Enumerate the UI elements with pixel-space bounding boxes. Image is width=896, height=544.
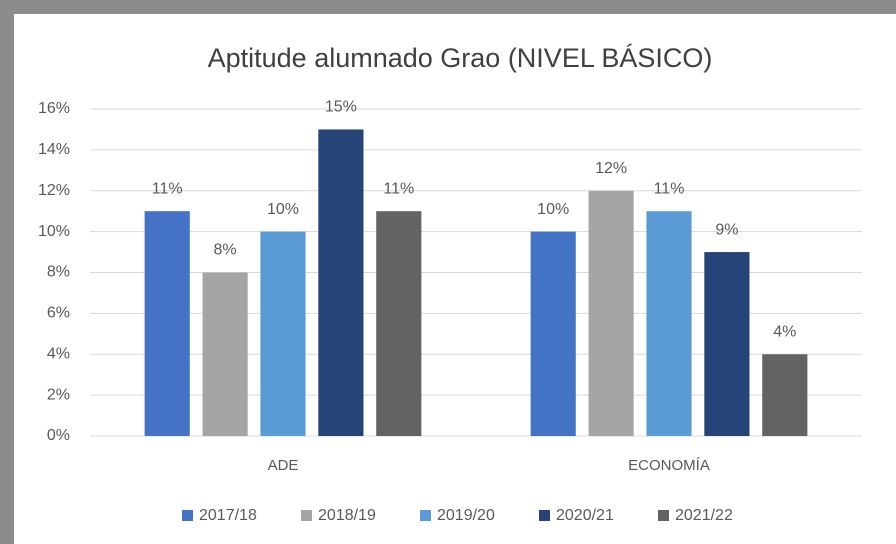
bar [202, 272, 248, 436]
y-tick-label: 16% [38, 100, 70, 117]
bar [144, 211, 190, 436]
value-label: 9% [715, 221, 738, 238]
legend-label: 2020/21 [556, 507, 614, 524]
legend-label: 2018/19 [318, 507, 376, 524]
legend-swatch [301, 510, 312, 521]
bar [318, 129, 364, 436]
value-label: 11% [654, 180, 685, 197]
value-label: 15% [325, 99, 357, 116]
legend-label: 2017/18 [199, 507, 257, 524]
y-tick-label: 0% [47, 427, 70, 444]
value-label: 11% [152, 180, 183, 197]
y-tick-label: 4% [47, 345, 70, 362]
value-label: 10% [537, 201, 569, 218]
value-label: 12% [595, 160, 627, 177]
value-label: 8% [214, 242, 237, 259]
value-label: 10% [267, 201, 299, 218]
x-tick-label: ADE [268, 457, 299, 474]
y-tick-label: 2% [47, 386, 70, 403]
bar [588, 190, 634, 436]
y-tick-label: 12% [38, 182, 70, 199]
bar [762, 354, 808, 436]
y-tick-label: 6% [47, 305, 70, 322]
legend-label: 2019/20 [437, 507, 495, 524]
y-tick-label: 14% [38, 141, 70, 158]
chart-title: Aptitude alumnado Grao (NIVEL BÁSICO) [208, 43, 713, 73]
legend-label: 2021/22 [675, 507, 733, 524]
bar [260, 231, 306, 436]
bar [646, 211, 692, 436]
legend-swatch [658, 510, 669, 521]
value-label: 4% [773, 323, 796, 340]
legend-swatch [539, 510, 550, 521]
y-tick-label: 8% [47, 264, 70, 281]
value-label: 11% [383, 180, 414, 197]
x-tick-label: ECONOMÍA [628, 457, 710, 474]
legend-swatch [182, 510, 193, 521]
bar [530, 231, 576, 436]
legend-swatch [420, 510, 431, 521]
y-tick-label: 10% [38, 223, 70, 240]
bar [704, 252, 750, 436]
bar [376, 211, 422, 436]
